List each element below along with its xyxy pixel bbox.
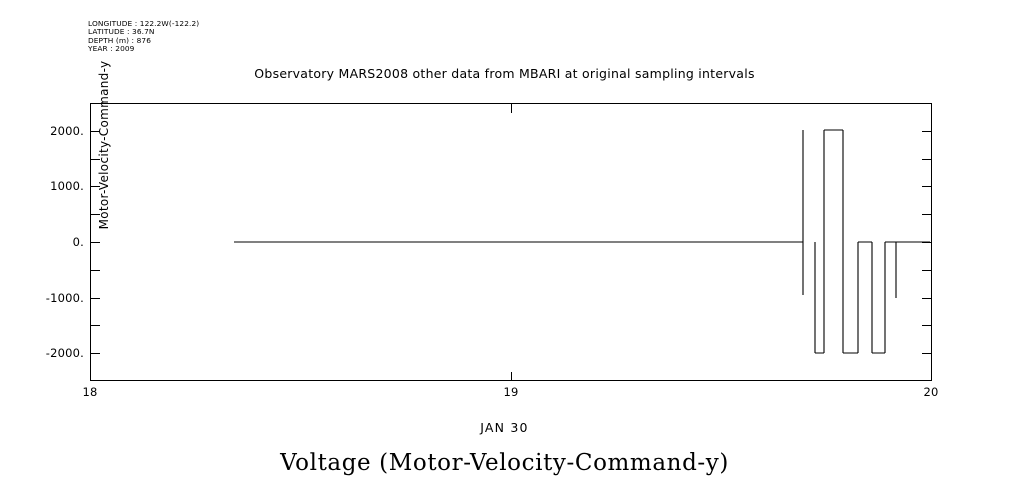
series-line-motor-velocity-command-y	[234, 129, 930, 354]
data-series-plot	[234, 129, 930, 354]
x-axis-title: JAN 30	[480, 420, 529, 435]
y-minor-tick--1500	[91, 325, 100, 327]
plot-area	[90, 103, 932, 381]
y-tick-2000	[91, 130, 100, 132]
chart-title: Observatory MARS2008 other data from MBA…	[254, 66, 755, 81]
y-tick-label-2000: 2000.	[50, 123, 84, 138]
station-metadata: LONGITUDE : 122.2W(-122.2) LATITUDE : 36…	[88, 19, 200, 54]
y-tick-label--1000: -1000.	[45, 290, 84, 305]
x-tick-20	[931, 372, 932, 381]
x-tick-top-20	[931, 104, 932, 113]
plot-frame-left	[90, 103, 91, 381]
y-minor-tick-1500	[91, 158, 100, 160]
y-minor-tick-500	[91, 214, 100, 216]
y-minor-tick-1500	[922, 158, 931, 160]
y-minor-tick-500	[922, 214, 931, 216]
x-tick-label-19: 19	[503, 385, 519, 399]
figure-caption: Voltage (Motor-Velocity-Command-y)	[280, 450, 729, 476]
metadata-latitude: LATITUDE : 36.7N	[88, 27, 155, 37]
x-axis-tick-labels: 18 19 20	[82, 385, 938, 401]
plot-frame-right	[931, 103, 932, 381]
y-tick--1000	[91, 297, 100, 299]
metadata-depth: DEPTH (m) : 876	[88, 35, 151, 45]
y-tick--1000	[922, 297, 931, 299]
metadata-year: YEAR : 2009	[88, 44, 135, 54]
y-tick-1000	[922, 186, 931, 188]
x-tick-18	[90, 372, 91, 381]
x-tick-label-18: 18	[82, 385, 98, 399]
x-tick-label-20: 20	[923, 385, 939, 399]
y-minor-tick--500	[922, 269, 931, 271]
y-tick-label-0: 0.	[72, 235, 84, 249]
y-tick-label--2000: -2000.	[45, 346, 84, 361]
y-axis-tick-labels: 2000. 1000. 0. -1000. -2000.	[0, 103, 84, 381]
x-tick-19	[511, 372, 512, 381]
y-tick-0	[91, 242, 100, 243]
y-tick-label-1000: 1000.	[50, 179, 84, 194]
y-tick--2000	[91, 353, 100, 355]
x-tick-top-19	[511, 104, 512, 113]
y-tick--2000	[922, 353, 931, 355]
metadata-longitude: LONGITUDE : 122.2W(-122.2)	[88, 19, 200, 28]
y-minor-tick--500	[91, 269, 100, 271]
x-tick-top-18	[90, 104, 91, 113]
plot-frame-top	[90, 103, 932, 104]
y-tick-1000	[91, 186, 100, 188]
y-minor-tick--1500	[922, 325, 931, 327]
y-tick-2000	[922, 130, 931, 132]
